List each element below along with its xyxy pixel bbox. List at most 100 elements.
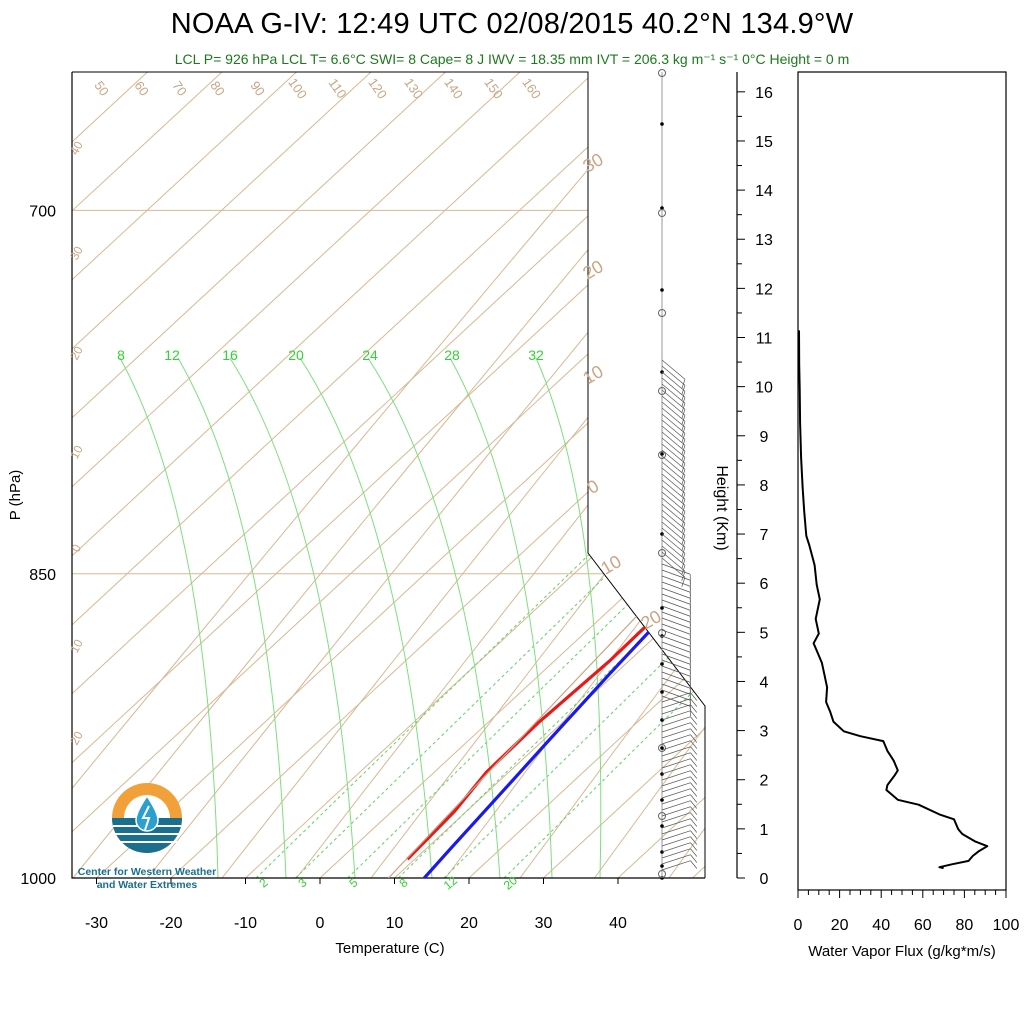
wind-barb-flag	[690, 728, 698, 737]
wind-barb	[661, 491, 686, 512]
wind-barb	[661, 782, 691, 793]
moist-adiabat-line	[229, 357, 356, 878]
plot-frame	[71, 72, 705, 879]
wind-barb-flag	[690, 734, 698, 743]
wind-barb-flag	[690, 812, 698, 821]
wind-barb	[661, 671, 691, 683]
wind-barb-dot	[660, 662, 664, 666]
x-tick-label: 40	[609, 915, 627, 932]
logo-drop-icon	[135, 794, 159, 832]
wind-barb-dot	[660, 746, 664, 750]
height-tick-label: 16	[755, 85, 773, 102]
wind-barb	[661, 854, 691, 865]
wind-barb-dot	[660, 122, 664, 126]
mixing-ratio-label: 12	[164, 347, 180, 363]
dry-adiabat-label: 70	[169, 78, 190, 98]
wind-barb-dot	[660, 690, 664, 694]
flux-panel-frame	[797, 71, 1007, 891]
wind-barb-flag	[690, 782, 698, 791]
flux-tick-label: 100	[993, 917, 1020, 934]
wind-barb	[661, 746, 691, 757]
calm-wind-marker	[658, 451, 666, 459]
wind-barb-flag	[690, 836, 698, 845]
wind-barb-flag	[690, 854, 698, 863]
height-tick-label: 5	[760, 625, 769, 642]
moist-adiabat-line	[119, 357, 219, 878]
wind-barb	[661, 848, 691, 859]
flux-tick-label: 40	[872, 917, 890, 934]
height-axis-label: Height (Km)	[713, 465, 730, 550]
chart-subtitle: LCL P= 926 hPa LCL T= 6.6°C SWI= 8 Cape=…	[174, 51, 850, 67]
wind-barb	[661, 479, 686, 500]
wind-barb	[661, 557, 686, 578]
wind-barb-flag	[690, 824, 698, 833]
wind-barb	[661, 764, 691, 775]
wind-barb-flag	[681, 577, 686, 587]
wind-barb	[661, 533, 686, 554]
wind-barb	[661, 830, 691, 841]
dry-adiabat-label: 60	[131, 78, 152, 98]
wind-barb	[661, 413, 686, 434]
wind-barb	[661, 740, 691, 751]
height-tick-label: 7	[760, 527, 769, 544]
wind-barb-flag	[690, 776, 698, 785]
logo-bolt-icon	[141, 805, 151, 831]
wind-barb-flag	[690, 818, 698, 827]
height-tick-label: 2	[760, 773, 769, 790]
wind-barb	[661, 485, 686, 506]
wind-barb-flag	[690, 848, 698, 857]
calm-wind-marker	[658, 549, 666, 557]
isotherm-line	[72, 72, 705, 878]
moist-adiabat-line	[449, 357, 553, 878]
x-tick-label: -10	[234, 915, 257, 932]
wind-barb	[661, 635, 691, 647]
logo-caption-1: Center for Western Weather	[78, 866, 216, 878]
wind-barb-flag	[690, 698, 698, 707]
wind-barb	[661, 401, 686, 422]
wind-barb	[661, 461, 686, 482]
moist-adiabat-line	[367, 357, 501, 878]
isotherm-label: 30	[67, 244, 86, 263]
y-tick-label: 850	[29, 567, 56, 584]
height-tick-label: 0	[760, 871, 769, 888]
mixing-ratio-label: 8	[117, 347, 125, 363]
wind-barb	[661, 704, 691, 715]
wind-barb	[661, 587, 691, 599]
height-tick-label: 3	[760, 724, 769, 741]
wind-barb	[661, 695, 691, 707]
dry-adiabat-label: 90	[247, 78, 268, 98]
plot-area	[72, 72, 705, 878]
isotherm-label: 20	[67, 729, 86, 748]
wind-barb	[661, 752, 691, 763]
mixing-ratio-line	[295, 72, 705, 878]
height-tick-label: 12	[755, 281, 773, 298]
wind-barb	[661, 665, 691, 677]
wind-barb	[661, 758, 691, 769]
wind-barb	[661, 377, 686, 398]
mixing-ratio-label: 20	[288, 347, 304, 363]
wind-barb	[661, 503, 686, 524]
wind-barb	[661, 692, 691, 703]
isotherm-label: 20	[67, 344, 86, 363]
mixing-ratio-label: 28	[444, 347, 460, 363]
wind-barb-flag	[690, 764, 698, 773]
wind-barb	[661, 677, 691, 689]
wind-barb	[661, 617, 691, 629]
wind-barb	[661, 605, 691, 617]
wind-barb-flag	[690, 860, 698, 869]
wind-barb	[661, 629, 691, 641]
y-tick-label: 1000	[20, 871, 56, 888]
wind-barb-flag	[690, 716, 698, 725]
mixing-ratio-line	[255, 72, 705, 878]
wind-barb	[661, 818, 691, 829]
wind-barb	[661, 794, 691, 805]
wind-barb	[661, 842, 691, 853]
wind-barb-flag	[690, 770, 698, 779]
wind-barb	[661, 431, 686, 452]
wind-barb	[661, 539, 686, 560]
wind-barb-flag	[690, 740, 698, 749]
x-tick-label: 10	[386, 915, 404, 932]
wind-barb-flag	[690, 704, 698, 713]
height-tick-label: 1	[760, 822, 769, 839]
wind-barb	[661, 569, 691, 581]
